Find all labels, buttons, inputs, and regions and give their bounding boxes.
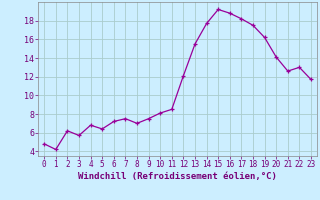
- X-axis label: Windchill (Refroidissement éolien,°C): Windchill (Refroidissement éolien,°C): [78, 172, 277, 181]
